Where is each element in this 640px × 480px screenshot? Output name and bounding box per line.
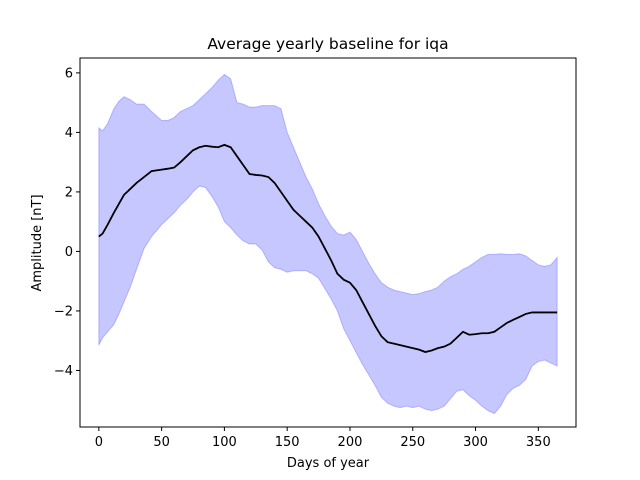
x-tick-label: 250 — [400, 435, 425, 450]
axes-frame — [79, 57, 577, 428]
x-tick-label: 200 — [338, 435, 363, 450]
y-axis: −4 −2 0 2 4 6 — [54, 66, 80, 379]
y-tick-label: −4 — [54, 364, 73, 379]
x-tick-label: 0 — [95, 435, 103, 450]
y-tick-label: −2 — [54, 304, 73, 319]
x-tick-label: 150 — [275, 435, 300, 450]
confidence-band — [98, 73, 558, 415]
x-tick-label: 50 — [153, 435, 170, 450]
y-tick-label: 0 — [65, 245, 73, 260]
y-axis-label: Amplitude [nT] — [30, 194, 45, 291]
y-tick-label: 4 — [65, 126, 73, 141]
series-line — [98, 143, 558, 353]
x-axis: 0 50 100 150 200 250 300 350 — [95, 427, 551, 450]
x-tick-label: 350 — [526, 435, 551, 450]
x-tick-label: 300 — [463, 435, 488, 450]
x-axis-label: Days of year — [287, 456, 370, 471]
y-tick-label: 6 — [65, 66, 73, 81]
x-tick-label: 100 — [212, 435, 237, 450]
y-tick-label: 2 — [65, 185, 73, 200]
plot-area — [98, 73, 558, 415]
chart-title: Average yearly baseline for iqa — [207, 35, 448, 53]
